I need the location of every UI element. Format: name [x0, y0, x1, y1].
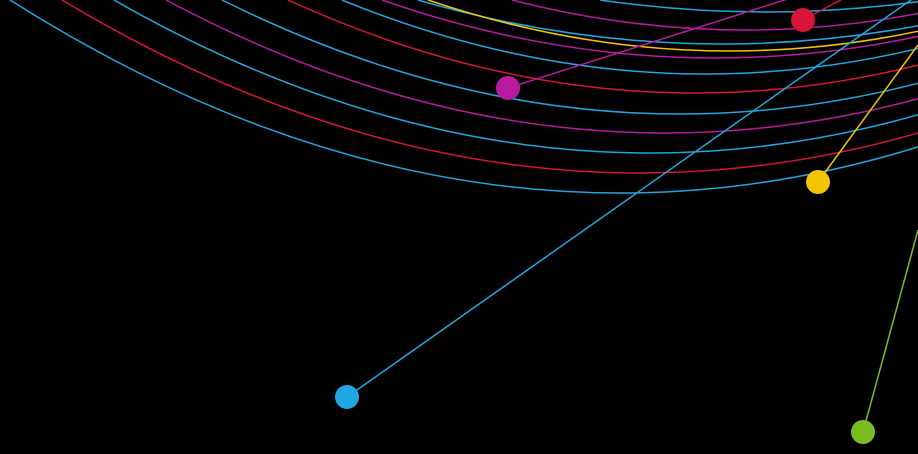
red-node — [791, 8, 815, 32]
blue-node-line — [346, 0, 913, 398]
arc-blue-5 — [221, 0, 918, 115]
concentric-arcs — [9, 0, 918, 194]
connector-lines — [346, 0, 918, 433]
yellow-node-line — [817, 44, 918, 183]
green-node — [851, 420, 875, 444]
arc-yellow-11 — [427, 0, 918, 52]
yellow-node — [806, 170, 830, 194]
arc-blue-7 — [341, 0, 918, 75]
arc-blue-3 — [113, 0, 918, 154]
arc-magenta-12 — [511, 0, 918, 31]
blue-node — [335, 385, 359, 409]
arc-red-6 — [287, 0, 918, 94]
magenta-node — [496, 76, 520, 100]
arc-red-2 — [61, 0, 918, 174]
arc-magenta-4 — [165, 0, 918, 134]
green-node-line — [862, 229, 918, 433]
arc-magenta-8 — [381, 0, 918, 59]
arc-blue-9 — [417, 0, 918, 45]
connector-nodes — [335, 8, 875, 444]
arc-blue-1 — [9, 0, 918, 194]
magenta-node-line — [507, 0, 787, 89]
arc-blue-13 — [599, 0, 918, 13]
